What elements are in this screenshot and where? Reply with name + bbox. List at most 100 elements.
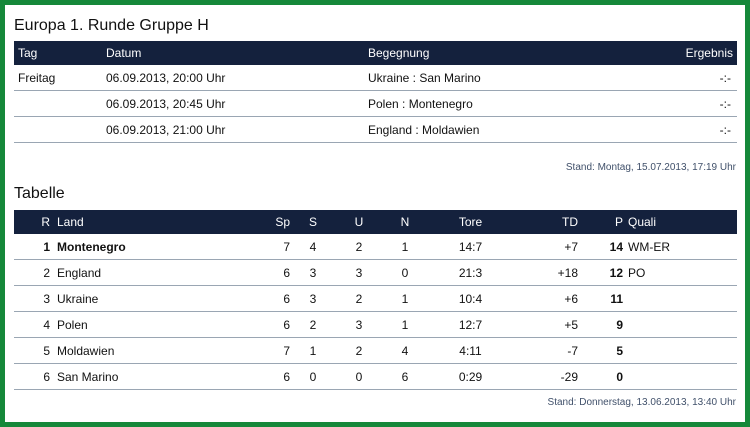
goal-difference: +5 [513, 311, 578, 338]
team-name[interactable]: England [57, 259, 257, 286]
losses: 6 [382, 363, 428, 390]
standings-row: 3 Ukraine 6 3 2 1 10:4 +6 11 [14, 285, 737, 312]
col-td: TD [562, 215, 578, 229]
schedule-row: 06.09.2013, 20:45 Uhr Polen : Montenegro… [14, 90, 737, 117]
qualification-status [628, 337, 737, 364]
standings-row: 6 San Marino 6 0 0 6 0:29 -29 0 [14, 363, 737, 390]
goals: 0:29 [428, 363, 513, 390]
games-played: 6 [257, 311, 290, 338]
standings-header-row: R Land Sp S U N Tore TD P Quali [14, 210, 737, 234]
schedule-table: Tag Datum Begegnung Ergebnis Freitag 06.… [14, 41, 737, 143]
schedule-row: Freitag 06.09.2013, 20:00 Uhr Ukraine : … [14, 65, 737, 91]
team-rank: 6 [14, 363, 57, 390]
goals: 21:3 [428, 259, 513, 286]
match-link[interactable]: Ukraine : San Marino [368, 65, 622, 91]
team-rank: 5 [14, 337, 57, 364]
wins: 0 [290, 363, 336, 390]
games-played: 6 [257, 363, 290, 390]
wins: 4 [290, 234, 336, 260]
team-rank: 1 [14, 234, 57, 260]
goal-difference: -7 [513, 337, 578, 364]
match-date: 06.09.2013, 20:45 Uhr [106, 90, 368, 117]
schedule-row: 06.09.2013, 21:00 Uhr England : Moldawie… [14, 116, 737, 143]
team-name[interactable]: Montenegro [57, 234, 257, 260]
table-title: Tabelle [14, 185, 65, 202]
wins: 2 [290, 311, 336, 338]
schedule-timestamp: Stand: Montag, 15.07.2013, 17:19 Uhr [565, 162, 736, 173]
points: 5 [578, 337, 628, 364]
goal-difference: -29 [513, 363, 578, 390]
points: 14 [578, 234, 628, 260]
team-name[interactable]: Polen [57, 311, 257, 338]
qualification-status: PO [628, 259, 737, 286]
goal-difference: +6 [513, 285, 578, 312]
points: 11 [578, 285, 628, 312]
goal-difference: +18 [513, 259, 578, 286]
draws: 0 [336, 363, 382, 390]
match-date: 06.09.2013, 21:00 Uhr [106, 116, 368, 143]
match-result: -:- [622, 65, 737, 91]
match-day: Freitag [14, 65, 106, 91]
match-date: 06.09.2013, 20:00 Uhr [106, 65, 368, 91]
games-played: 6 [257, 285, 290, 312]
team-name[interactable]: Ukraine [57, 285, 257, 312]
qualification-status [628, 311, 737, 338]
losses: 1 [382, 311, 428, 338]
match-day [14, 116, 106, 143]
standings-row: 1 Montenegro 7 4 2 1 14:7 +7 14 WM-ER [14, 234, 737, 260]
col-rank: R [41, 215, 50, 229]
col-sp: Sp [275, 215, 290, 229]
points: 0 [578, 363, 628, 390]
wins: 3 [290, 259, 336, 286]
standings-row: 5 Moldawien 7 1 2 4 4:11 -7 5 [14, 337, 737, 364]
draws: 2 [336, 285, 382, 312]
draws: 3 [336, 259, 382, 286]
games-played: 6 [257, 259, 290, 286]
col-u: U [354, 215, 364, 229]
match-result: -:- [622, 90, 737, 117]
col-s: S [308, 215, 317, 229]
losses: 1 [382, 234, 428, 260]
goals: 10:4 [428, 285, 513, 312]
col-ergebnis: Ergebnis [685, 46, 733, 60]
draws: 3 [336, 311, 382, 338]
points: 12 [578, 259, 628, 286]
match-link[interactable]: Polen : Montenegro [368, 90, 622, 117]
col-n: N [400, 215, 410, 229]
wins: 3 [290, 285, 336, 312]
team-name[interactable]: San Marino [57, 363, 257, 390]
standings-row: 2 England 6 3 3 0 21:3 +18 12 PO [14, 259, 737, 286]
qualification-status [628, 363, 737, 390]
goals: 4:11 [428, 337, 513, 364]
col-land: Land [57, 215, 84, 229]
match-link[interactable]: England : Moldawien [368, 116, 622, 143]
col-datum: Datum [106, 46, 142, 60]
col-tag: Tag [18, 46, 38, 60]
wins: 1 [290, 337, 336, 364]
losses: 1 [382, 285, 428, 312]
qualification-status [628, 285, 737, 312]
col-p: P [614, 215, 623, 229]
standings-table: R Land Sp S U N Tore TD P Quali 1 Montene… [14, 210, 737, 390]
qualification-status: WM-ER [628, 234, 737, 260]
col-quali: Quali [628, 215, 657, 229]
team-rank: 3 [14, 285, 57, 312]
goals: 14:7 [428, 234, 513, 260]
goals: 12:7 [428, 311, 513, 338]
games-played: 7 [257, 234, 290, 260]
standings-row: 4 Polen 6 2 3 1 12:7 +5 9 [14, 311, 737, 338]
col-begegnung: Begegnung [368, 46, 430, 60]
col-tore: Tore [458, 215, 483, 229]
losses: 4 [382, 337, 428, 364]
draws: 2 [336, 337, 382, 364]
team-rank: 4 [14, 311, 57, 338]
losses: 0 [382, 259, 428, 286]
team-rank: 2 [14, 259, 57, 286]
team-name[interactable]: Moldawien [57, 337, 257, 364]
games-played: 7 [257, 337, 290, 364]
points: 9 [578, 311, 628, 338]
schedule-header-row: Tag Datum Begegnung Ergebnis [14, 41, 737, 65]
content-panel: Europa 1. Runde Gruppe H Tag Datum Begeg… [5, 5, 745, 422]
match-day [14, 90, 106, 117]
match-result: -:- [622, 116, 737, 143]
